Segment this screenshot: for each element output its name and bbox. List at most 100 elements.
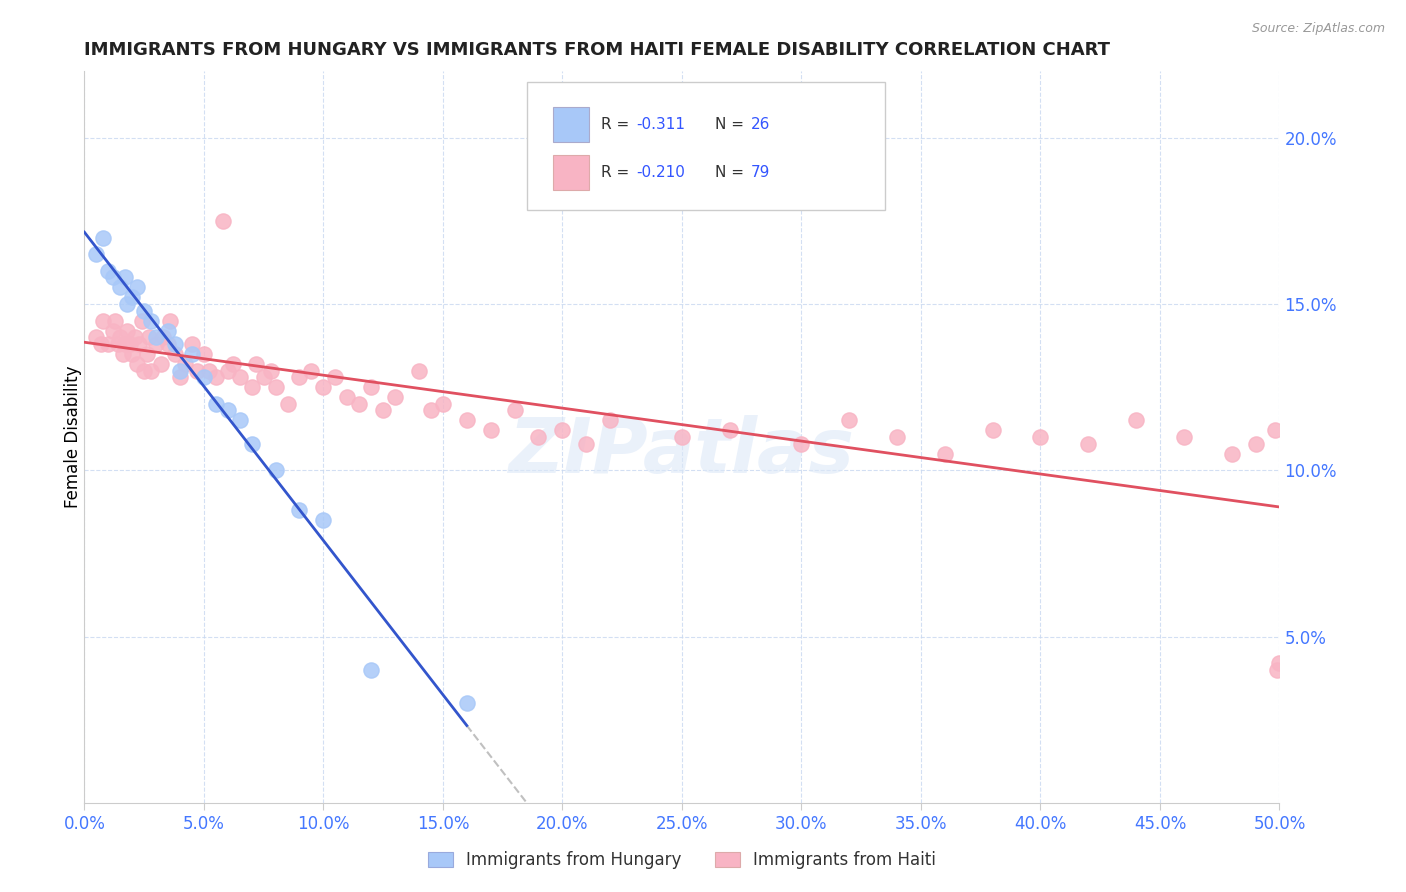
Point xyxy=(173,357,195,371)
Point xyxy=(253,370,276,384)
Point xyxy=(132,363,156,377)
Point xyxy=(159,314,181,328)
Point xyxy=(110,330,132,344)
Point xyxy=(288,370,311,384)
Point xyxy=(145,337,167,351)
Point xyxy=(165,337,187,351)
Point xyxy=(981,424,1004,438)
Point xyxy=(301,363,323,377)
Point xyxy=(527,430,550,444)
Point xyxy=(1029,430,1052,444)
Point xyxy=(114,337,136,351)
Point xyxy=(229,413,252,427)
Point xyxy=(1173,430,1195,444)
Text: ZIPatlas: ZIPatlas xyxy=(509,415,855,489)
Point xyxy=(124,330,146,344)
Point xyxy=(1265,663,1288,677)
Point xyxy=(212,214,235,228)
Point xyxy=(671,430,693,444)
Text: N =: N = xyxy=(716,165,749,180)
Point xyxy=(217,363,239,377)
Text: IMMIGRANTS FROM HUNGARY VS IMMIGRANTS FROM HAITI FEMALE DISABILITY CORRELATION C: IMMIGRANTS FROM HUNGARY VS IMMIGRANTS FR… xyxy=(84,41,1111,59)
Point xyxy=(325,370,347,384)
Point xyxy=(217,403,239,417)
Point xyxy=(838,413,860,427)
Point xyxy=(193,370,215,384)
Point xyxy=(790,436,813,450)
Point xyxy=(264,463,287,477)
Point xyxy=(221,357,243,371)
Point xyxy=(138,330,160,344)
Point xyxy=(336,390,359,404)
Point xyxy=(111,347,134,361)
Point xyxy=(1264,424,1286,438)
Point xyxy=(169,363,191,377)
Point xyxy=(886,430,908,444)
Point xyxy=(373,403,395,417)
Point xyxy=(360,663,382,677)
Point xyxy=(312,513,335,527)
Point xyxy=(86,330,108,344)
Point xyxy=(114,270,136,285)
Point xyxy=(141,314,163,328)
Text: Source: ZipAtlas.com: Source: ZipAtlas.com xyxy=(1251,22,1385,36)
Point xyxy=(503,403,526,417)
Point xyxy=(157,324,180,338)
Point xyxy=(193,347,215,361)
Point xyxy=(420,403,443,417)
Point xyxy=(145,330,167,344)
Legend: Immigrants from Hungary, Immigrants from Haiti: Immigrants from Hungary, Immigrants from… xyxy=(422,845,942,876)
Point xyxy=(432,397,454,411)
Point xyxy=(197,363,219,377)
Point xyxy=(169,370,191,384)
Text: -0.311: -0.311 xyxy=(637,117,686,132)
Point xyxy=(384,390,406,404)
Point xyxy=(718,424,741,438)
Point xyxy=(205,370,228,384)
Point xyxy=(186,363,208,377)
Point xyxy=(181,347,204,361)
Point xyxy=(86,247,108,261)
Point xyxy=(456,696,478,710)
Point xyxy=(135,347,157,361)
Point xyxy=(240,436,263,450)
Point xyxy=(97,337,120,351)
Point xyxy=(101,270,124,285)
Point xyxy=(479,424,502,438)
Point xyxy=(205,397,228,411)
Y-axis label: Female Disability: Female Disability xyxy=(65,366,82,508)
Point xyxy=(141,363,163,377)
Point xyxy=(264,380,287,394)
Point xyxy=(1268,656,1291,670)
Point xyxy=(121,290,143,304)
Point xyxy=(107,337,129,351)
Text: N =: N = xyxy=(716,117,749,132)
Point xyxy=(260,363,283,377)
Point xyxy=(104,314,127,328)
Point xyxy=(132,303,156,318)
Point xyxy=(131,314,153,328)
Point xyxy=(128,337,150,351)
Text: 79: 79 xyxy=(751,165,770,180)
Point xyxy=(152,330,174,344)
Point xyxy=(1125,413,1147,427)
Point xyxy=(121,347,143,361)
Point xyxy=(93,314,115,328)
Point xyxy=(1220,447,1243,461)
Text: 26: 26 xyxy=(751,117,770,132)
Point xyxy=(575,436,598,450)
Point xyxy=(456,413,478,427)
Point xyxy=(229,370,252,384)
Point xyxy=(125,280,148,294)
Point xyxy=(118,337,141,351)
Point xyxy=(93,230,115,244)
Point xyxy=(181,337,204,351)
Text: R =: R = xyxy=(600,117,634,132)
Point xyxy=(312,380,335,394)
Point xyxy=(117,324,139,338)
Point xyxy=(288,503,311,517)
Point xyxy=(117,297,139,311)
Point xyxy=(408,363,430,377)
Point xyxy=(97,264,120,278)
Point xyxy=(277,397,299,411)
